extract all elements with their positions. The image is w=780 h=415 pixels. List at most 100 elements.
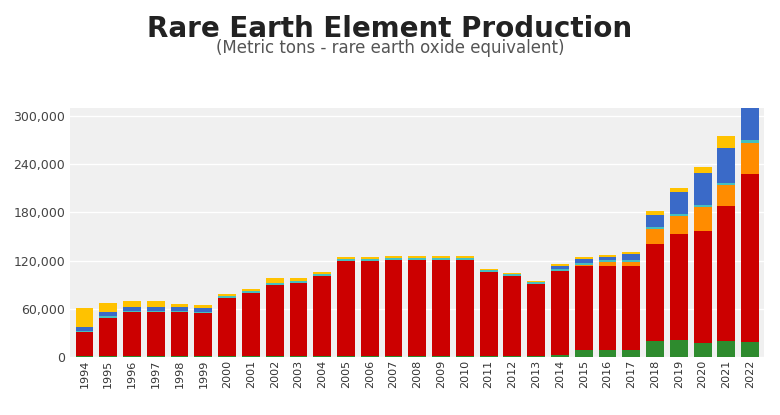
Bar xyxy=(480,270,498,272)
Bar xyxy=(622,262,640,266)
Bar xyxy=(218,296,236,298)
Bar xyxy=(646,227,664,229)
Bar xyxy=(670,188,688,193)
Bar xyxy=(718,148,736,183)
Bar xyxy=(147,312,165,356)
Bar xyxy=(194,312,212,313)
Bar xyxy=(456,256,473,258)
Bar xyxy=(598,255,616,256)
Bar xyxy=(361,259,378,261)
Bar xyxy=(598,262,616,266)
Bar xyxy=(337,259,355,261)
Bar xyxy=(646,244,664,341)
Bar xyxy=(409,260,426,356)
Bar xyxy=(266,283,284,285)
Bar xyxy=(194,313,212,356)
Bar xyxy=(741,100,759,105)
Bar xyxy=(266,278,284,283)
Bar xyxy=(622,254,640,260)
Bar xyxy=(242,289,260,291)
Bar xyxy=(409,258,426,260)
Bar xyxy=(598,260,616,262)
Bar xyxy=(741,140,759,143)
Bar xyxy=(171,312,189,356)
Bar xyxy=(646,341,664,357)
Bar xyxy=(289,278,307,281)
Bar xyxy=(218,294,236,296)
Bar xyxy=(551,266,569,269)
Bar xyxy=(266,285,284,356)
Bar xyxy=(314,276,332,356)
Bar xyxy=(622,260,640,262)
Bar xyxy=(432,258,450,260)
Bar xyxy=(598,256,616,260)
Bar xyxy=(242,291,260,293)
Bar xyxy=(171,307,189,311)
Bar xyxy=(314,274,332,276)
Bar xyxy=(718,206,736,341)
Bar xyxy=(361,257,378,259)
Bar xyxy=(194,308,212,312)
Bar xyxy=(123,307,141,311)
Bar xyxy=(337,261,355,356)
Bar xyxy=(646,229,664,244)
Bar xyxy=(575,259,593,263)
Bar xyxy=(622,351,640,357)
Bar xyxy=(551,269,569,271)
Bar xyxy=(741,174,759,342)
Bar xyxy=(718,183,736,185)
Bar xyxy=(147,301,165,307)
Bar xyxy=(123,312,141,356)
Bar xyxy=(147,311,165,312)
Bar xyxy=(598,351,616,357)
Bar xyxy=(385,256,402,258)
Bar xyxy=(76,331,94,332)
Bar xyxy=(503,273,521,274)
Bar xyxy=(693,231,711,343)
Bar xyxy=(218,298,236,356)
Bar xyxy=(76,332,94,356)
Text: Rare Earth Element Production: Rare Earth Element Production xyxy=(147,15,633,42)
Bar xyxy=(646,215,664,227)
Bar xyxy=(480,269,498,270)
Bar xyxy=(575,263,593,264)
Bar xyxy=(670,234,688,340)
Bar xyxy=(503,276,521,356)
Bar xyxy=(741,105,759,140)
Bar xyxy=(693,167,711,173)
Bar xyxy=(693,205,711,207)
Bar xyxy=(314,272,332,274)
Text: (Metric tons - rare earth oxide equivalent): (Metric tons - rare earth oxide equivale… xyxy=(216,39,564,57)
Bar xyxy=(551,271,569,355)
Bar xyxy=(718,136,736,148)
Bar xyxy=(551,264,569,266)
Bar xyxy=(670,340,688,357)
Bar xyxy=(575,264,593,266)
Bar xyxy=(575,266,593,351)
Bar xyxy=(147,307,165,311)
Bar xyxy=(337,257,355,259)
Bar xyxy=(670,193,688,214)
Bar xyxy=(171,311,189,312)
Bar xyxy=(741,342,759,357)
Bar xyxy=(385,260,402,356)
Bar xyxy=(646,211,664,215)
Bar xyxy=(503,274,521,276)
Bar xyxy=(622,251,640,254)
Bar xyxy=(194,305,212,308)
Bar xyxy=(361,261,378,356)
Bar xyxy=(99,318,117,356)
Bar xyxy=(527,282,545,284)
Bar xyxy=(527,281,545,282)
Bar xyxy=(99,303,117,312)
Bar xyxy=(741,143,759,174)
Bar xyxy=(385,258,402,260)
Bar xyxy=(718,341,736,357)
Bar xyxy=(432,256,450,258)
Bar xyxy=(456,258,473,260)
Bar xyxy=(693,207,711,231)
Bar xyxy=(693,173,711,205)
Bar xyxy=(289,281,307,283)
Bar xyxy=(575,257,593,259)
Bar xyxy=(551,355,569,357)
